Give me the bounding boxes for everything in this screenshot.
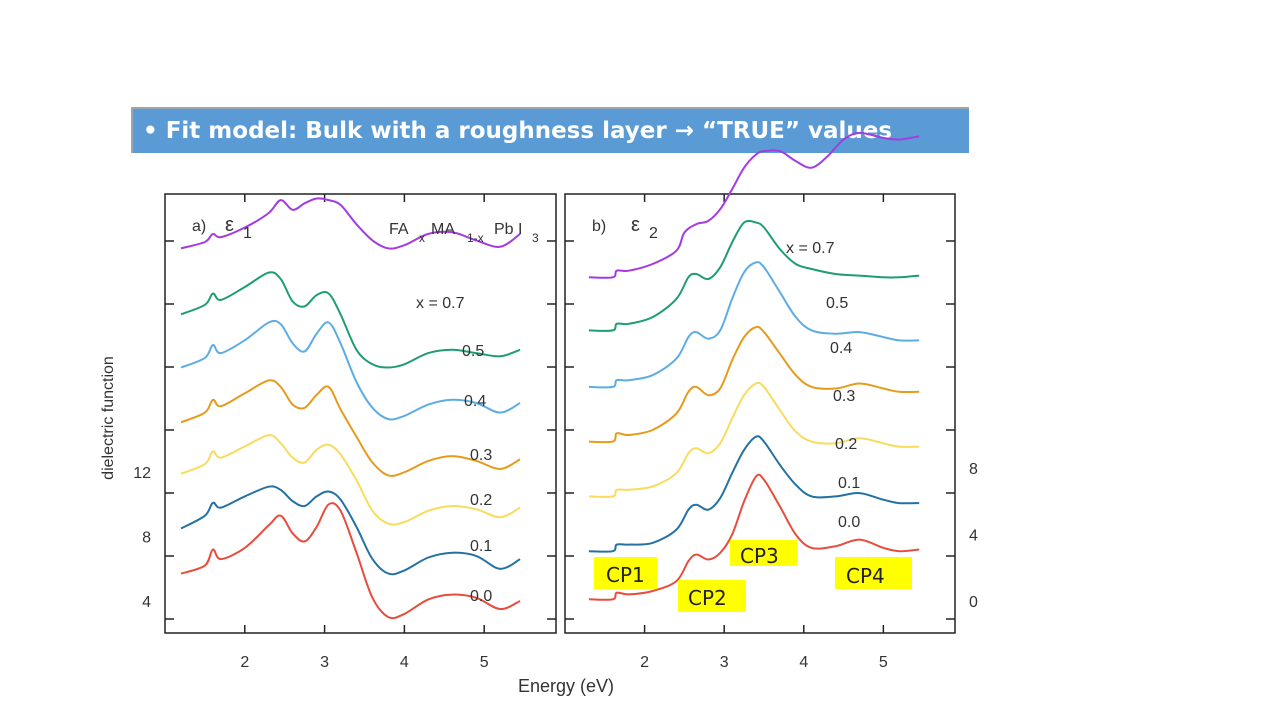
panel-b-xtick-label-2: 2 xyxy=(640,654,649,671)
compound-part-x: x xyxy=(419,231,425,245)
panel-b-frame xyxy=(564,193,956,634)
panel-a-xtick-label-3: 3 xyxy=(320,654,329,671)
panel-a-xtick-label-5: 5 xyxy=(480,654,489,671)
panel-a-series-05 xyxy=(180,271,521,369)
panel-a-series xyxy=(180,197,521,620)
cp4-box xyxy=(835,557,912,589)
panel-a-series-04 xyxy=(180,319,521,421)
panel-b-ytick-label-4: 4 xyxy=(969,528,978,545)
compound-part-1x: 1-x xyxy=(467,231,484,245)
title-banner: • Fit model: Bulk with a roughness layer… xyxy=(131,107,969,153)
cp3-label: CP3 xyxy=(740,544,779,568)
compound-part-ma: MA xyxy=(431,221,455,238)
panel-a-series-01 xyxy=(180,485,521,576)
panel-a-series-03 xyxy=(180,379,521,477)
panel-b-label-00: 0.0 xyxy=(838,514,860,531)
cp1-box xyxy=(594,557,657,589)
panel-a-ytick-label-8: 8 xyxy=(142,530,151,547)
panel-b-series-07 xyxy=(588,131,920,279)
panel-b-title-sub: 2 xyxy=(649,225,658,242)
panel-a-ytick-label-4: 4 xyxy=(142,594,151,611)
panel-a-label-00: 0.0 xyxy=(470,588,492,605)
panel-a-label-04: 0.4 xyxy=(464,393,486,410)
panel-a-label-07: x = 0.7 xyxy=(416,295,465,312)
cp3-box xyxy=(730,540,797,566)
compound-part-3: 3 xyxy=(532,231,539,245)
panel-a-label-03: 0.3 xyxy=(470,447,492,464)
panel-b-label-04: 0.4 xyxy=(830,340,852,357)
y-axis-label: dielectric function xyxy=(100,356,117,480)
panel-a-series-02 xyxy=(180,434,521,526)
panel-a-label: a) xyxy=(192,218,206,235)
panel-b-series-00 xyxy=(588,473,920,601)
panel-b-series-01 xyxy=(588,435,920,553)
x-axis-label: Energy (eV) xyxy=(518,676,614,696)
panel-b-ticks: 2 3 4 5 0 4 8 xyxy=(565,194,978,671)
compound-part-pbi: Pb I xyxy=(494,221,522,238)
panel-b-ytick-label-8: 8 xyxy=(969,461,978,478)
panel-b-series-04 xyxy=(588,261,920,389)
panel-b-series xyxy=(588,131,920,601)
panel-b-label-07: x = 0.7 xyxy=(786,240,835,257)
panel-b-label-05: 0.5 xyxy=(826,295,848,312)
panel-a-label-02: 0.2 xyxy=(470,492,492,509)
panel-b-xtick-label-3: 3 xyxy=(720,654,729,671)
panel-a-frame xyxy=(164,193,557,634)
banner-text: • Fit model: Bulk with a roughness layer… xyxy=(143,118,893,144)
panel-a-series-07 xyxy=(180,197,521,250)
panel-a-xtick-label-4: 4 xyxy=(400,654,409,671)
panel-a-xtick-label-2: 2 xyxy=(240,654,249,671)
panel-b-xtick-label-4: 4 xyxy=(799,654,808,671)
panel-b-ytick-label-0: 0 xyxy=(969,594,978,611)
panel-a-label-05: 0.5 xyxy=(462,343,484,360)
panel-a-title: ε xyxy=(225,214,234,236)
panel-b-series-03 xyxy=(588,325,920,444)
panel-b-label: b) xyxy=(592,218,606,235)
panel-b-series-02 xyxy=(588,381,920,498)
panel-b-label-03: 0.3 xyxy=(833,388,855,405)
panel-b-title: ε xyxy=(631,214,640,236)
cp2-label: CP2 xyxy=(688,586,727,610)
panel-a-series-00 xyxy=(180,502,521,620)
panel-b-label-02: 0.2 xyxy=(835,436,857,453)
panel-b-series-05 xyxy=(588,219,920,332)
panel-b-xtick-label-5: 5 xyxy=(879,654,888,671)
panel-a-label-01: 0.1 xyxy=(470,538,492,555)
cp4-label: CP4 xyxy=(846,564,885,588)
panel-a-title-sub: 1 xyxy=(243,225,252,242)
panel-a-ytick-label-12: 12 xyxy=(133,465,151,482)
panel-b-label-01: 0.1 xyxy=(838,475,860,492)
cp1-label: CP1 xyxy=(606,563,645,587)
compound-part-fa: FA xyxy=(389,221,409,238)
cp2-box xyxy=(678,580,746,612)
panel-a-ticks: 2 3 4 5 4 8 12 xyxy=(133,194,556,671)
